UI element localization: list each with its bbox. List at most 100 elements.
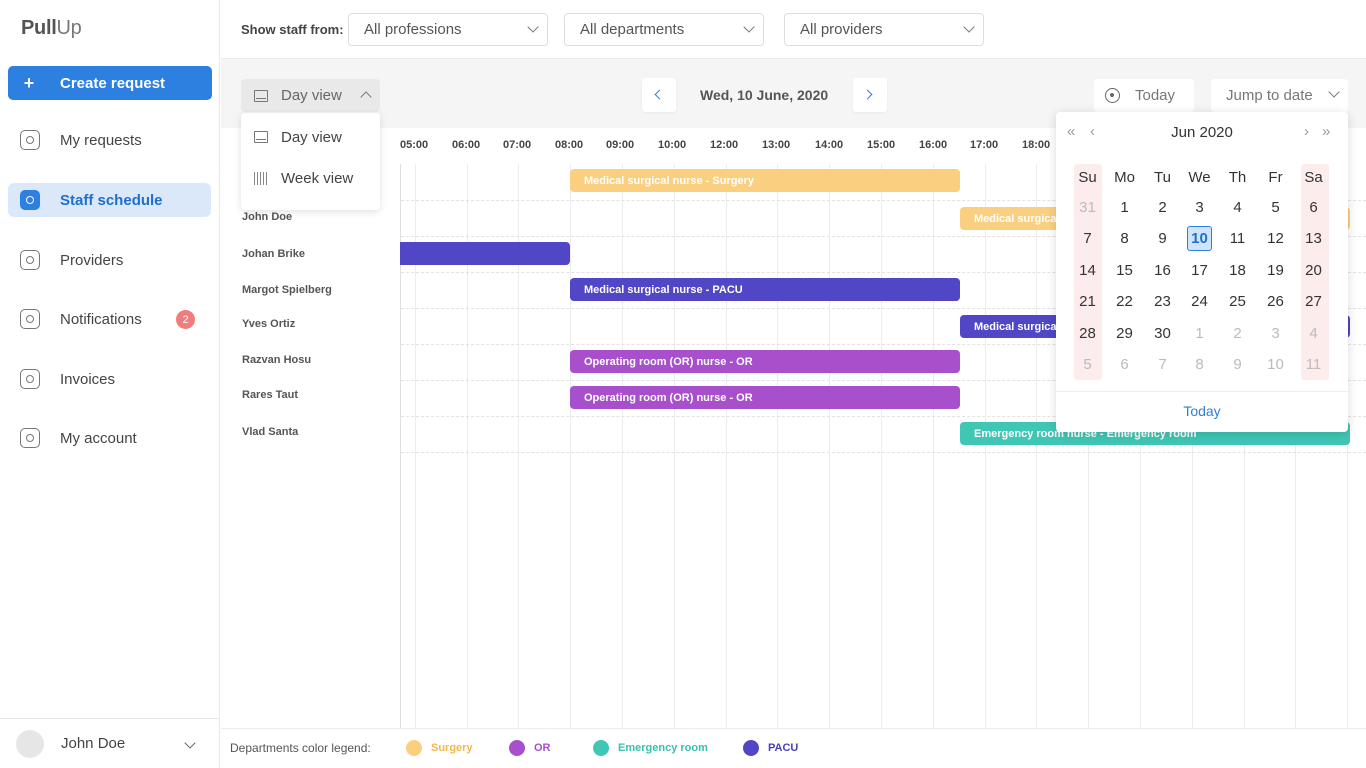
calendar-day[interactable]: 13	[1305, 230, 1322, 248]
calendar-day[interactable]: 10	[1267, 356, 1284, 373]
row-divider	[401, 200, 1366, 201]
next-month-icon[interactable]: ›	[1304, 123, 1309, 140]
calendar-day[interactable]: 3	[1271, 324, 1280, 342]
calendar-day[interactable]: 6	[1120, 356, 1129, 373]
sidebar-item-invoices[interactable]: Invoices	[8, 362, 211, 396]
time-tick: 13:00	[762, 139, 791, 151]
calendar-day[interactable]: 14	[1079, 261, 1096, 279]
calendar-day[interactable]: 29	[1116, 324, 1133, 342]
logo[interactable]: PullUp	[21, 17, 82, 39]
weekday-header: Th	[1228, 169, 1247, 186]
profession-select[interactable]: All professions	[348, 13, 548, 46]
today-button[interactable]: Today	[1094, 79, 1194, 112]
prev-month-icon[interactable]: ‹	[1090, 123, 1095, 140]
date-picker-footer: Today	[1056, 391, 1348, 432]
sidebar-item-staff-schedule[interactable]: Staff schedule	[8, 183, 211, 217]
grid-line	[881, 164, 882, 728]
staff-name: Rares Taut	[242, 389, 299, 401]
sidebar-item-my-account[interactable]: My account	[8, 421, 211, 455]
shift-block[interactable]: Medical surgical nurse - Surgery	[570, 169, 960, 192]
calendar-day[interactable]: 12	[1267, 230, 1284, 248]
calendar-day[interactable]: 17	[1191, 261, 1208, 279]
calendar-day[interactable]: 10	[1181, 226, 1218, 252]
target-icon	[1105, 88, 1120, 103]
grid-line	[985, 164, 986, 728]
chevron-down-icon	[743, 21, 755, 33]
today-link[interactable]: Today	[1183, 403, 1221, 419]
date-picker-header: « ‹ Jun 2020 › »	[1056, 112, 1348, 152]
view-select[interactable]: Day view	[241, 79, 380, 112]
month-title[interactable]: Jun 2020	[1171, 124, 1233, 141]
calendar-day[interactable]: 2	[1233, 324, 1242, 342]
shift-block[interactable]	[400, 242, 570, 265]
next-year-icon[interactable]: »	[1322, 123, 1331, 140]
calendar-day[interactable]: 4	[1309, 324, 1318, 342]
jump-to-date-select[interactable]: Jump to date	[1211, 79, 1348, 112]
calendar-day[interactable]: 8	[1120, 230, 1129, 248]
calendar-day[interactable]: 11	[1305, 356, 1322, 373]
calendar-day[interactable]: 24	[1191, 293, 1208, 311]
calendar-day[interactable]: 5	[1271, 199, 1280, 216]
calendar-day[interactable]: 31	[1079, 199, 1096, 216]
grid-line	[829, 164, 830, 728]
legend-item-or: OR	[534, 742, 551, 754]
shift-block[interactable]: Operating room (OR) nurse - OR	[570, 350, 960, 373]
user-menu[interactable]: John Doe	[0, 718, 220, 768]
time-tick: 17:00	[970, 139, 999, 151]
sidebar-item-label: My requests	[60, 131, 142, 149]
calendar-day[interactable]: 11	[1229, 230, 1246, 248]
calendar-day[interactable]: 15	[1116, 261, 1133, 279]
time-tick: 10:00	[658, 139, 687, 151]
week-view-option[interactable]: Week view	[241, 160, 380, 196]
chevron-right-icon	[862, 89, 873, 100]
calendar-day[interactable]: 28	[1079, 324, 1096, 342]
calendar-day[interactable]: 16	[1154, 261, 1171, 279]
sidebar: PullUp + Create request My requests Staf…	[0, 0, 220, 768]
sidebar-item-providers[interactable]: Providers	[8, 243, 211, 277]
calendar-day[interactable]: 7	[1158, 356, 1167, 373]
prev-day-button[interactable]	[642, 78, 676, 112]
calendar-day[interactable]: 19	[1267, 261, 1284, 279]
prev-year-icon[interactable]: «	[1067, 123, 1076, 140]
notification-badge: 2	[176, 310, 195, 329]
user-name: John Doe	[61, 735, 126, 752]
sidebar-item-notifications[interactable]: Notifications 2	[8, 302, 211, 336]
calendar-day[interactable]: 21	[1079, 293, 1096, 311]
calendar-day[interactable]: 9	[1233, 356, 1242, 373]
day-view-option[interactable]: Day view	[241, 119, 380, 155]
calendar-day[interactable]: 4	[1233, 199, 1242, 216]
calendar-day[interactable]: 3	[1195, 199, 1204, 216]
calendar-day[interactable]: 5	[1083, 356, 1092, 373]
shift-block[interactable]: Operating room (OR) nurse - OR	[570, 386, 960, 409]
calendar-day[interactable]: 2	[1158, 199, 1167, 216]
next-day-button[interactable]	[853, 78, 887, 112]
calendar-day[interactable]: 27	[1305, 293, 1322, 311]
calendar-day[interactable]: 8	[1195, 356, 1204, 373]
shift-block[interactable]: Medical surgical nurse - PACU	[570, 278, 960, 301]
calendar-day[interactable]: 18	[1229, 261, 1246, 279]
calendar-day[interactable]: 30	[1154, 324, 1171, 342]
calendar-day[interactable]: 1	[1120, 199, 1129, 216]
grid-line	[726, 164, 727, 728]
chevron-up-icon	[360, 91, 372, 103]
calendar-day[interactable]: 22	[1116, 293, 1133, 311]
sidebar-item-my-requests[interactable]: My requests	[8, 123, 211, 157]
row-divider	[401, 416, 1366, 417]
nav-circle-icon	[20, 309, 40, 329]
create-request-button[interactable]: + Create request	[8, 66, 212, 100]
calendar-day[interactable]: 20	[1305, 261, 1322, 279]
calendar-day[interactable]: 25	[1229, 293, 1246, 311]
calendar-day[interactable]: 9	[1158, 230, 1167, 248]
department-select[interactable]: All departments	[564, 13, 764, 46]
weekday-header: Tu	[1154, 169, 1171, 186]
calendar-day[interactable]: 26	[1267, 293, 1284, 311]
time-tick: 06:00	[452, 139, 481, 151]
time-tick: 15:00	[867, 139, 896, 151]
calendar-day[interactable]: 1	[1195, 324, 1204, 342]
provider-select[interactable]: All providers	[784, 13, 984, 46]
calendar-day[interactable]: 7	[1083, 230, 1092, 248]
calendar-day[interactable]: 6	[1309, 199, 1318, 216]
calendar-day[interactable]: 23	[1154, 293, 1171, 311]
row-divider	[401, 236, 1366, 237]
legend-dot-emergency	[593, 740, 609, 756]
